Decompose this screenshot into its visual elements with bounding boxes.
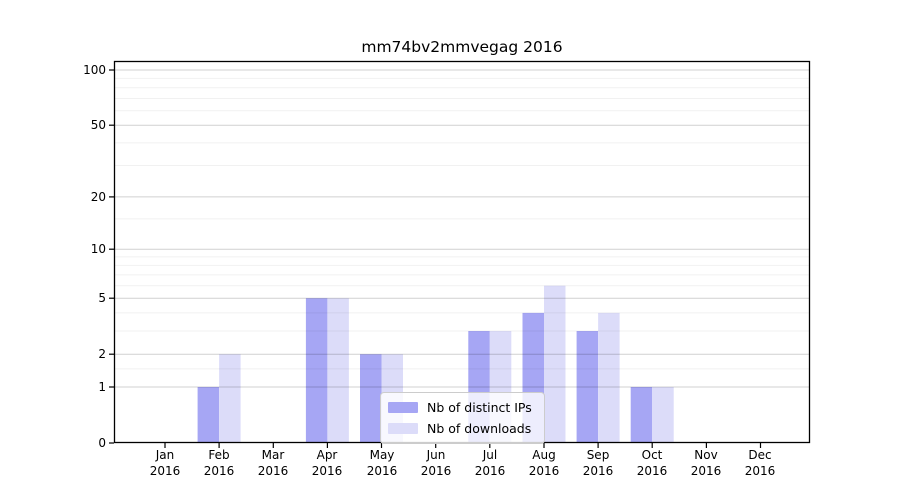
legend-item-distinct-ips: Nb of distinct IPs: [388, 398, 532, 417]
legend: Nb of distinct IPs Nb of downloads: [380, 392, 545, 444]
legend-swatch-distinct-ips-icon: [388, 402, 418, 413]
y-tick-label-2: 2: [98, 347, 106, 361]
y-tick-label-5: 5: [98, 291, 106, 305]
x-tick-label-oct: Oct 2016: [636, 448, 668, 478]
bar-nb-of-downloads-sep: [598, 312, 620, 443]
x-tick-label-sep: Sep 2016: [582, 448, 614, 478]
x-tick-label-jan: Jan 2016: [149, 448, 181, 478]
bar-nb-of-distinct-ips-feb: [197, 387, 220, 443]
x-tick-label-mar: Mar 2016: [257, 448, 289, 478]
y-tick-label-100: 100: [83, 63, 106, 77]
bar-nb-of-downloads-aug: [544, 285, 566, 443]
y-tick-label-10: 10: [90, 242, 106, 256]
x-tick-label-apr: Apr 2016: [311, 448, 343, 478]
y-tick-label-20: 20: [90, 190, 106, 204]
x-tick-label-nov: Nov 2016: [690, 448, 722, 478]
legend-label-downloads: Nb of downloads: [427, 421, 532, 436]
x-tick-label-jun: Jun 2016: [420, 448, 452, 478]
legend-label-distinct-ips: Nb of distinct IPs: [427, 400, 532, 415]
chart-title: mm74bv2mmvegag 2016: [361, 38, 563, 56]
bar-nb-of-downloads-oct: [652, 387, 674, 443]
bar-nb-of-downloads-feb: [219, 354, 241, 443]
x-tick-label-aug: Aug 2016: [528, 448, 560, 478]
bar-nb-of-distinct-ips-oct: [630, 387, 653, 443]
bar-nb-of-downloads-apr: [327, 298, 349, 443]
bar-nb-of-distinct-ips-may: [360, 354, 382, 443]
y-tick-label-1: 1: [98, 380, 106, 394]
plot-border: [113, 60, 811, 444]
x-tick-label-may: May 2016: [366, 448, 398, 478]
legend-item-downloads: Nb of downloads: [388, 419, 532, 438]
legend-swatch-downloads-icon: [388, 423, 418, 434]
x-tick-label-jul: Jul 2016: [474, 448, 506, 478]
x-tick-label-dec: Dec 2016: [744, 448, 776, 478]
x-tick-label-feb: Feb 2016: [203, 448, 235, 478]
y-tick-label-50: 50: [90, 118, 106, 132]
y-tick-label-0: 0: [98, 436, 106, 450]
bar-nb-of-distinct-ips-apr: [305, 298, 328, 443]
bar-nb-of-distinct-ips-sep: [576, 331, 599, 443]
